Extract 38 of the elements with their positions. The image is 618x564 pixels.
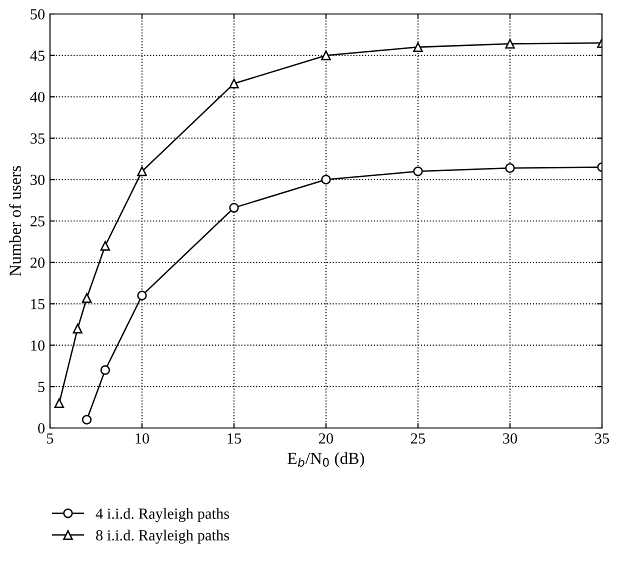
y-tick-label: 20 bbox=[30, 258, 45, 268]
x-tick-label: 20 bbox=[319, 433, 334, 444]
point bbox=[229, 78, 239, 88]
point bbox=[413, 166, 423, 176]
point bbox=[82, 293, 92, 303]
point bbox=[413, 42, 423, 52]
y-tick-label: 10 bbox=[31, 340, 45, 351]
y-tick-label: 45 bbox=[30, 50, 45, 61]
x-tick-label: 35 bbox=[595, 433, 610, 444]
point bbox=[100, 365, 110, 375]
point bbox=[321, 50, 331, 60]
point bbox=[100, 240, 110, 251]
y-tick-label: 25 bbox=[30, 216, 45, 226]
y-tick-label: 0 bbox=[38, 423, 45, 434]
y-tick-label: 5 bbox=[38, 382, 45, 392]
y-tick-label: 50 bbox=[30, 9, 45, 20]
point bbox=[321, 174, 331, 184]
point bbox=[229, 202, 239, 213]
point bbox=[505, 163, 515, 173]
point bbox=[505, 38, 515, 49]
point bbox=[137, 166, 147, 176]
y-tick-label: 30 bbox=[30, 174, 45, 186]
legend-label: 8 i.i.d. Rayleigh paths bbox=[96, 530, 230, 544]
point bbox=[72, 324, 82, 334]
x-tick-label: 5 bbox=[47, 433, 54, 444]
legend-label: 4 i.i.d. Rayleigh paths bbox=[96, 508, 230, 522]
x-tick-label: 25 bbox=[411, 433, 426, 444]
point bbox=[137, 290, 147, 300]
x-tick-label: 15 bbox=[228, 433, 242, 444]
y-tick-label: 40 bbox=[30, 92, 45, 102]
x-tick-label: 10 bbox=[136, 433, 150, 444]
point bbox=[82, 414, 92, 425]
y-tick-label: 15 bbox=[31, 299, 45, 310]
point bbox=[54, 398, 64, 408]
y-tick-label: 35 bbox=[30, 133, 45, 144]
x-axis-title: E$_{b}$/N$_{0}$ (dB) bbox=[288, 452, 364, 468]
y-axis-title: Number of users bbox=[9, 166, 21, 276]
x-tick-label: 30 bbox=[503, 433, 518, 444]
